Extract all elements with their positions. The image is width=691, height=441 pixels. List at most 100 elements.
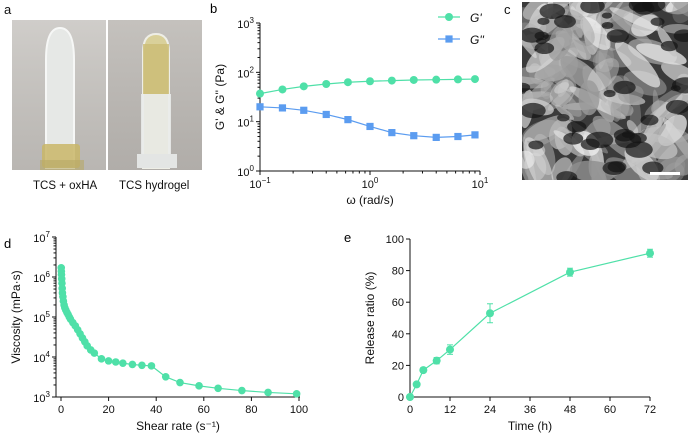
data-point bbox=[343, 78, 352, 87]
sem-flake bbox=[651, 100, 669, 118]
x-axis-label: ω (rad/s) bbox=[346, 193, 393, 207]
x-tick-label: 40 bbox=[150, 404, 162, 416]
data-point bbox=[256, 103, 264, 111]
y-tick-label: 105 bbox=[33, 310, 50, 325]
data-point bbox=[387, 76, 396, 85]
sem-pore bbox=[539, 3, 566, 19]
data-point bbox=[432, 356, 441, 365]
data-point bbox=[292, 390, 301, 398]
legend-marker bbox=[445, 35, 453, 43]
x-tick-label: 60 bbox=[604, 404, 616, 416]
sem-flake bbox=[587, 58, 620, 92]
y-tick-label: 0 bbox=[398, 392, 404, 404]
y-tick-label: 40 bbox=[392, 329, 404, 341]
series-g-prime bbox=[256, 75, 479, 98]
sem-pore bbox=[603, 89, 616, 98]
y-tick-label: 80 bbox=[392, 266, 404, 278]
y-tick-label: 106 bbox=[33, 270, 50, 285]
x-tick-label: 24 bbox=[484, 404, 496, 416]
x-axis-label: Shear rate (s⁻¹) bbox=[136, 419, 220, 433]
data-point bbox=[238, 386, 246, 395]
data-point bbox=[412, 380, 421, 389]
x-tick-label: 0 bbox=[58, 404, 64, 416]
data-point bbox=[470, 75, 479, 84]
sem-pore bbox=[522, 82, 531, 92]
data-point bbox=[322, 80, 331, 89]
sem-pore bbox=[534, 42, 555, 55]
y-tick-label: 104 bbox=[33, 350, 50, 365]
sem-flake bbox=[568, 39, 595, 55]
series-viscosity bbox=[57, 263, 301, 398]
sem-pore bbox=[567, 121, 587, 133]
sem-flake bbox=[653, 131, 688, 176]
data-point bbox=[278, 85, 287, 94]
y-axis-label: Viscosity (mPa·s) bbox=[9, 270, 23, 363]
series-g-double-prime bbox=[256, 103, 479, 141]
y-tick-label: 20 bbox=[392, 360, 404, 372]
sem-pore bbox=[673, 29, 688, 43]
sem-pore bbox=[601, 12, 613, 19]
sem-pore bbox=[522, 102, 546, 119]
sem-flake bbox=[542, 80, 582, 117]
data-point bbox=[446, 345, 454, 354]
sem-pore bbox=[563, 132, 584, 145]
panel-label-d: d bbox=[4, 236, 11, 251]
sem-flake bbox=[568, 40, 632, 68]
data-point bbox=[264, 388, 272, 397]
data-point bbox=[176, 378, 184, 387]
sem-flake bbox=[609, 7, 660, 31]
x-tick-label: 100 bbox=[362, 176, 379, 191]
data-point bbox=[646, 249, 654, 258]
x-tick-label: 100 bbox=[290, 404, 308, 416]
data-point bbox=[366, 122, 374, 131]
data-point bbox=[278, 104, 287, 112]
y-tick-label: 103 bbox=[33, 390, 50, 405]
y-tick-label: 103 bbox=[237, 16, 254, 31]
x-tick-label: 20 bbox=[102, 404, 114, 416]
sem-pore bbox=[613, 80, 636, 95]
data-point bbox=[195, 382, 203, 390]
x-axis-label: Time (h) bbox=[508, 419, 552, 433]
caption-tcs-oxha: TCS + oxHA bbox=[33, 180, 98, 192]
sem-pore bbox=[613, 128, 635, 142]
chart-d-viscosity: d 0 20 40 60 80 100 103 104 105 106 107 Shear rate (… bbox=[4, 230, 308, 433]
y-axis-label: Release ratio (%) bbox=[363, 272, 377, 365]
panel-label-a: a bbox=[4, 2, 12, 17]
series-release bbox=[406, 248, 654, 401]
sem-pore bbox=[640, 114, 659, 126]
x-tick-label: 36 bbox=[524, 404, 536, 416]
sem-pore bbox=[580, 138, 600, 150]
data-point bbox=[111, 358, 120, 366]
data-point bbox=[432, 133, 440, 141]
data-point bbox=[344, 116, 352, 124]
scale-bar bbox=[650, 172, 680, 175]
y-tick-label: 60 bbox=[392, 297, 404, 309]
sem-flake bbox=[554, 82, 570, 94]
data-point bbox=[406, 393, 414, 401]
data-point bbox=[300, 106, 308, 114]
data-point bbox=[432, 75, 441, 84]
axes: 0 20 40 60 80 100 103 104 105 106 107 Shear rate (s… bbox=[9, 230, 308, 433]
series-line bbox=[60, 267, 297, 395]
y-tick-label: 102 bbox=[237, 65, 254, 80]
x-tick-label: 60 bbox=[198, 404, 210, 416]
x-tick-label: 48 bbox=[564, 404, 576, 416]
sem-flake bbox=[522, 152, 534, 180]
data-point bbox=[322, 110, 330, 119]
sem-flake bbox=[610, 99, 622, 122]
data-point bbox=[419, 366, 428, 375]
data-point bbox=[147, 362, 156, 370]
sem-flake bbox=[555, 104, 575, 120]
axes: 0 12 24 36 48 60 72 0 20 40 60 80 100 Time (h) Release… bbox=[363, 234, 656, 433]
sem-micrograph bbox=[522, 2, 688, 180]
y-tick-label: 101 bbox=[237, 115, 254, 130]
sem-flake bbox=[636, 43, 687, 65]
sem-flake bbox=[523, 137, 554, 180]
sem-flake bbox=[667, 2, 688, 18]
x-tick-label: 72 bbox=[644, 404, 656, 416]
data-point bbox=[366, 77, 374, 86]
sem-flake bbox=[522, 150, 535, 169]
sem-pore bbox=[580, 2, 605, 14]
